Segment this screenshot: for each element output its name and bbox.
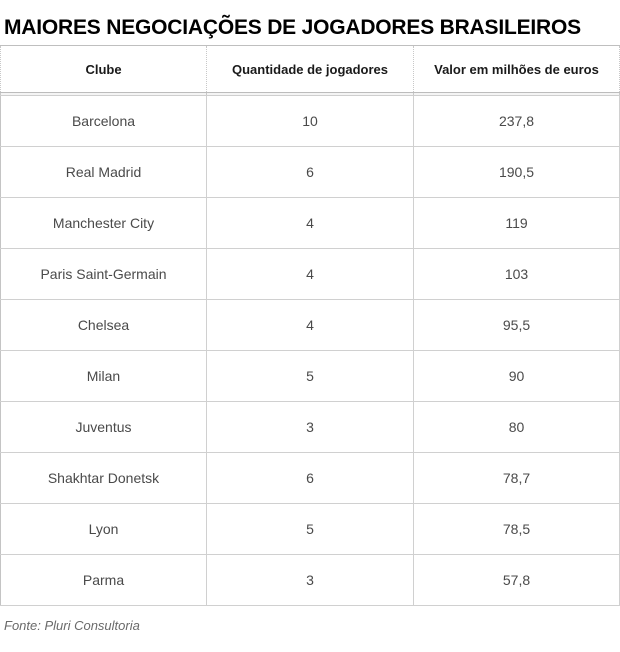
header-spacer bbox=[0, 92, 620, 96]
cell-valor: 237,8 bbox=[413, 95, 620, 147]
source-note: Fonte: Pluri Consultoria bbox=[4, 618, 140, 633]
table-row: Shakhtar Donetsk 6 78,7 bbox=[0, 452, 620, 504]
cell-valor: 78,5 bbox=[413, 503, 620, 555]
cell-valor: 57,8 bbox=[413, 554, 620, 606]
cell-quantidade: 4 bbox=[206, 248, 414, 300]
table-row: Milan 5 90 bbox=[0, 350, 620, 402]
cell-quantidade: 6 bbox=[206, 452, 414, 504]
table-body: Barcelona 10 237,8 Real Madrid 6 190,5 Manches… bbox=[0, 95, 620, 606]
cell-quantidade: 5 bbox=[206, 503, 414, 555]
transfers-table: Clube Quantidade de jogadores Valor em m… bbox=[0, 45, 620, 606]
cell-quantidade: 3 bbox=[206, 554, 414, 606]
column-header-quantidade: Quantidade de jogadores bbox=[206, 45, 414, 93]
spacer-row bbox=[0, 92, 620, 96]
cell-valor: 80 bbox=[413, 401, 620, 453]
cell-quantidade: 3 bbox=[206, 401, 414, 453]
cell-clube: Lyon bbox=[0, 503, 207, 555]
column-header-valor: Valor em milhões de euros bbox=[413, 45, 620, 93]
cell-quantidade: 4 bbox=[206, 299, 414, 351]
cell-valor: 119 bbox=[413, 197, 620, 249]
table-row: Manchester City 4 119 bbox=[0, 197, 620, 249]
cell-clube: Parma bbox=[0, 554, 207, 606]
table-header: Clube Quantidade de jogadores Valor em m… bbox=[0, 45, 620, 93]
cell-clube: Manchester City bbox=[0, 197, 207, 249]
table-row: Chelsea 4 95,5 bbox=[0, 299, 620, 351]
cell-valor: 95,5 bbox=[413, 299, 620, 351]
cell-valor: 78,7 bbox=[413, 452, 620, 504]
cell-quantidade: 10 bbox=[206, 95, 414, 147]
cell-quantidade: 6 bbox=[206, 146, 414, 198]
header-row: Clube Quantidade de jogadores Valor em m… bbox=[0, 45, 620, 93]
cell-clube: Milan bbox=[0, 350, 207, 402]
cell-clube: Shakhtar Donetsk bbox=[0, 452, 207, 504]
cell-valor: 90 bbox=[413, 350, 620, 402]
column-header-clube: Clube bbox=[0, 45, 207, 93]
table-row: Real Madrid 6 190,5 bbox=[0, 146, 620, 198]
cell-clube: Juventus bbox=[0, 401, 207, 453]
table-row: Juventus 3 80 bbox=[0, 401, 620, 453]
table-row: Parma 3 57,8 bbox=[0, 554, 620, 606]
cell-valor: 103 bbox=[413, 248, 620, 300]
cell-clube: Paris Saint-Germain bbox=[0, 248, 207, 300]
table-title: MAIORES NEGOCIAÇÕES DE JOGADORES BRASILE… bbox=[4, 16, 581, 39]
cell-valor: 190,5 bbox=[413, 146, 620, 198]
cell-clube: Chelsea bbox=[0, 299, 207, 351]
cell-quantidade: 5 bbox=[206, 350, 414, 402]
table-row: Paris Saint-Germain 4 103 bbox=[0, 248, 620, 300]
cell-quantidade: 4 bbox=[206, 197, 414, 249]
spacer-cell bbox=[413, 92, 620, 96]
cell-clube: Barcelona bbox=[0, 95, 207, 147]
table-row: Lyon 5 78,5 bbox=[0, 503, 620, 555]
table-row: Barcelona 10 237,8 bbox=[0, 95, 620, 147]
cell-clube: Real Madrid bbox=[0, 146, 207, 198]
